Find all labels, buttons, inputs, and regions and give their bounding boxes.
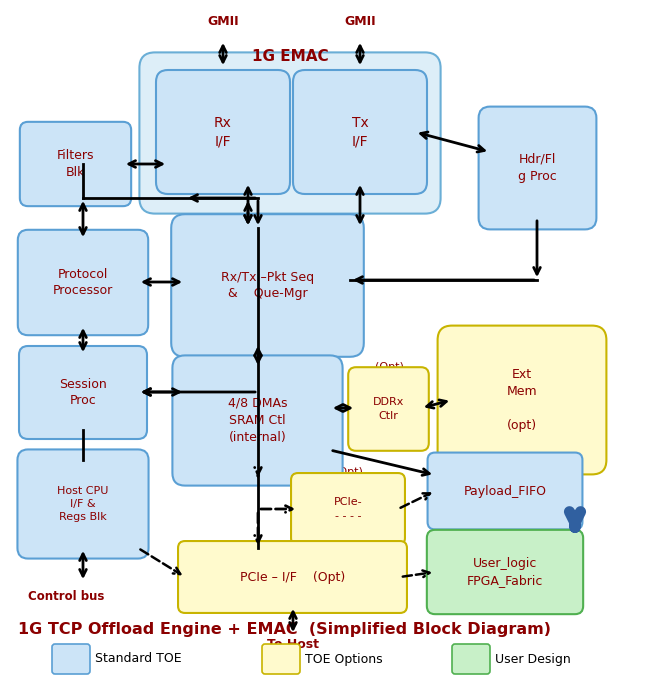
FancyBboxPatch shape xyxy=(18,449,148,559)
Text: 4/8 DMAs
SRAM Ctl
(internal): 4/8 DMAs SRAM Ctl (internal) xyxy=(228,397,287,444)
Text: Standard TOE: Standard TOE xyxy=(95,652,182,666)
Text: Session
Proc: Session Proc xyxy=(59,377,107,407)
Text: Protocol
Processor: Protocol Processor xyxy=(53,267,113,297)
FancyBboxPatch shape xyxy=(293,70,427,194)
Text: Tx/Rx_Payload: Tx/Rx_Payload xyxy=(436,519,517,530)
Text: GMII: GMII xyxy=(344,15,376,28)
FancyBboxPatch shape xyxy=(18,230,148,335)
Text: To Host: To Host xyxy=(267,638,319,651)
FancyBboxPatch shape xyxy=(438,326,606,475)
Text: User Design: User Design xyxy=(495,652,571,666)
FancyBboxPatch shape xyxy=(428,453,583,529)
Text: (Opt): (Opt) xyxy=(375,362,403,372)
Text: Hdr/Fl
g Proc: Hdr/Fl g Proc xyxy=(518,153,557,183)
FancyBboxPatch shape xyxy=(156,70,290,194)
FancyBboxPatch shape xyxy=(262,644,300,674)
FancyBboxPatch shape xyxy=(178,541,407,613)
Text: 1G EMAC: 1G EMAC xyxy=(252,49,328,64)
FancyBboxPatch shape xyxy=(348,368,429,451)
FancyBboxPatch shape xyxy=(19,346,147,439)
Text: PCIe-
- - - -: PCIe- - - - - xyxy=(334,498,362,521)
Text: (Opt): (Opt) xyxy=(333,467,362,477)
Text: DDRx
Ctlr: DDRx Ctlr xyxy=(373,398,404,421)
Text: Control bus: Control bus xyxy=(28,590,104,603)
FancyBboxPatch shape xyxy=(52,644,90,674)
Text: Host CPU
I/F &
Regs Blk: Host CPU I/F & Regs Blk xyxy=(57,486,109,522)
Text: PCIe – I/F    (Opt): PCIe – I/F (Opt) xyxy=(240,570,345,584)
FancyBboxPatch shape xyxy=(171,214,364,357)
FancyBboxPatch shape xyxy=(427,530,583,614)
Text: Payload_FIFO: Payload_FIFO xyxy=(464,484,546,498)
Text: Filters
Blk: Filters Blk xyxy=(57,149,94,179)
FancyBboxPatch shape xyxy=(291,473,405,545)
Text: 1G TCP Offload Engine + EMAC  (Simplified Block Diagram): 1G TCP Offload Engine + EMAC (Simplified… xyxy=(18,622,551,637)
FancyBboxPatch shape xyxy=(140,52,441,214)
Text: Rx/Tx –Pkt Seq
&    Que-Mgr: Rx/Tx –Pkt Seq & Que-Mgr xyxy=(221,270,314,300)
FancyBboxPatch shape xyxy=(479,106,596,230)
FancyBboxPatch shape xyxy=(20,122,131,206)
Text: GMII: GMII xyxy=(207,15,239,28)
FancyBboxPatch shape xyxy=(173,356,342,486)
Text: Rx
I/F: Rx I/F xyxy=(214,116,232,148)
Text: Tx
I/F: Tx I/F xyxy=(352,116,369,148)
FancyBboxPatch shape xyxy=(452,644,490,674)
Text: User_logic
FPGA_Fabric: User_logic FPGA_Fabric xyxy=(467,557,543,587)
Text: TOE Options: TOE Options xyxy=(305,652,382,666)
Text: Ext
Mem

(opt): Ext Mem (opt) xyxy=(506,368,537,432)
